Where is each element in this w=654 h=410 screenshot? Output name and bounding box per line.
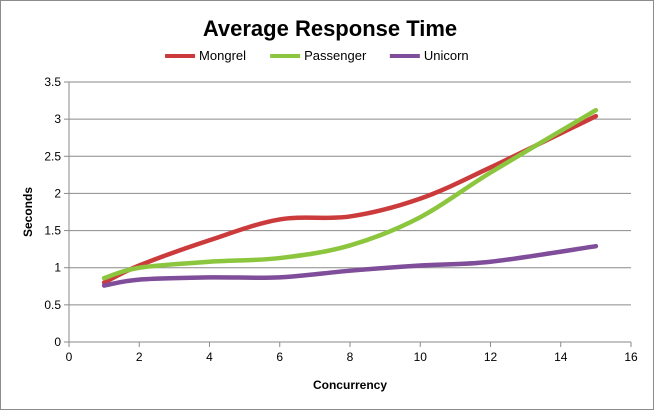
series-line-passenger — [101, 107, 599, 281]
chart-title: Average Response Time — [203, 16, 457, 41]
series-line-mongrel — [101, 113, 599, 285]
x-tick-label: 14 — [554, 350, 568, 364]
y-tick-label: 1 — [54, 261, 61, 275]
y-tick-labels: 0 0.5 1 1.5 2 2.5 3 3.5 — [44, 75, 61, 349]
x-tick-label: 8 — [347, 350, 354, 364]
y-tick-label: 0 — [54, 335, 61, 349]
legend: Mongrel Passenger Unicorn — [165, 48, 469, 63]
axes — [64, 81, 632, 347]
legend-item-passenger: Passenger — [270, 48, 367, 63]
legend-item-mongrel: Mongrel — [165, 48, 246, 63]
x-tick-label: 0 — [66, 350, 73, 364]
y-tick-label: 1.5 — [44, 224, 61, 238]
y-tick-label: 3.5 — [44, 75, 61, 89]
series-line-unicorn — [101, 243, 599, 288]
x-tick-label: 12 — [484, 350, 498, 364]
y-tick-label: 0.5 — [44, 298, 61, 312]
y-axis-title: Seconds — [21, 187, 35, 237]
x-tick-label: 10 — [414, 350, 428, 364]
x-axis-title: Concurrency — [313, 378, 387, 392]
grid-lines — [69, 81, 631, 306]
plot-lines — [101, 107, 599, 288]
y-tick-label: 2.5 — [44, 149, 61, 163]
legend-label: Mongrel — [199, 48, 246, 63]
x-tick-label: 2 — [136, 350, 143, 364]
legend-item-unicorn: Unicorn — [389, 48, 469, 63]
x-tick-labels: 0 2 4 6 8 10 12 14 16 — [66, 350, 638, 364]
x-tick-label: 6 — [276, 350, 283, 364]
y-tick-label: 3 — [54, 112, 61, 126]
x-tick-label: 4 — [206, 350, 213, 364]
legend-label: Passenger — [304, 48, 367, 63]
y-tick-label: 2 — [54, 186, 61, 200]
legend-label: Unicorn — [424, 48, 469, 63]
x-tick-label: 16 — [624, 350, 638, 364]
